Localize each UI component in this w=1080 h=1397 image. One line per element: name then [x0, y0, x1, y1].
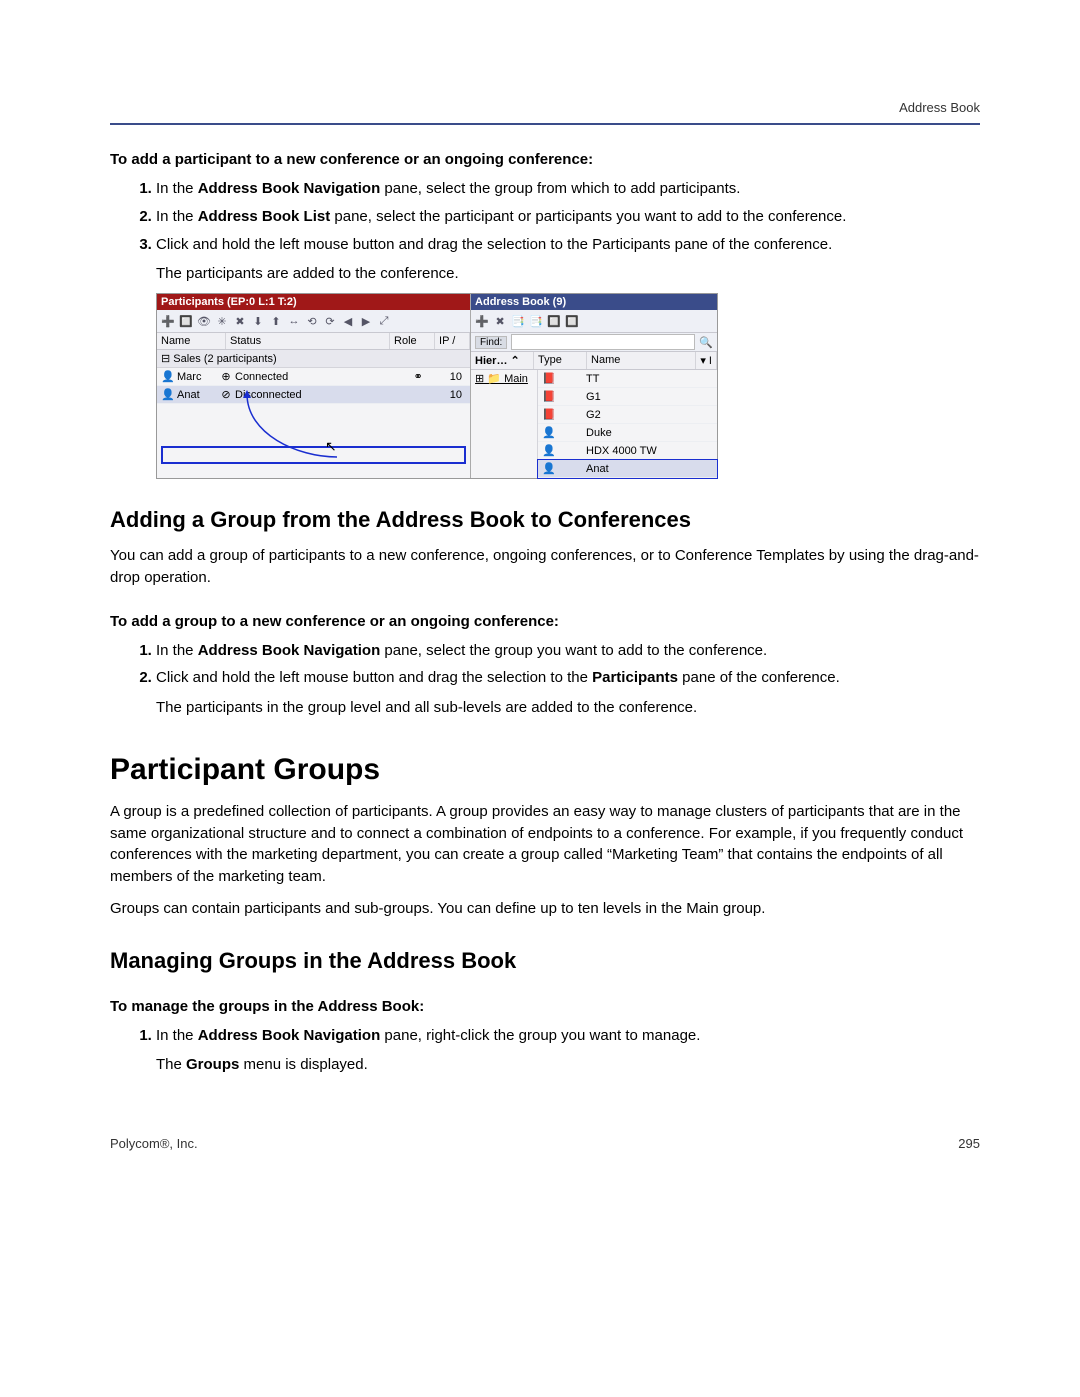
toolbar-icon[interactable]: ⟳ — [323, 314, 337, 328]
procedure-3-step-1: In the Address Book Navigation pane, rig… — [156, 1025, 980, 1047]
toolbar-icon[interactable]: ⟲ — [305, 314, 319, 328]
toolbar-icon[interactable]: ↔ — [287, 314, 301, 328]
procedure-1-result: The participants are added to the confer… — [156, 263, 980, 285]
procedure-2-result: The participants in the group level and … — [156, 697, 980, 719]
procedure-1-heading: To add a participant to a new conference… — [110, 151, 980, 168]
participants-pane: Participants (EP:0 L:1 T:2) ➕ 🔲 👁 ✳ ✖ ⬇ ⬆ ↔ ⟲ ⟳ ◀ ▶… — [157, 294, 470, 478]
toolbar-icon[interactable]: 👁 — [197, 314, 211, 328]
heading-adding-group: Adding a Group from the Address Book to … — [110, 507, 980, 533]
participants-column-headers: Name Status Role IP / — [157, 333, 470, 350]
heading-participant-groups: Participant Groups — [110, 753, 980, 787]
address-book-row[interactable]: 📕G2 — [538, 406, 717, 424]
toolbar-icon[interactable]: ➕ — [161, 314, 175, 328]
address-book-toolbar: ➕ ✖ 📑 📑 🔲 🔲 — [471, 310, 717, 333]
heading-managing-groups: Managing Groups in the Address Book — [110, 948, 980, 974]
address-book-row[interactable]: 👤Duke — [538, 424, 717, 442]
participants-toolbar: ➕ 🔲 👁 ✳ ✖ ⬇ ⬆ ↔ ⟲ ⟳ ◀ ▶ ⤢ — [157, 310, 470, 333]
address-book-row[interactable]: 👤Anat — [538, 460, 717, 478]
toolbar-icon[interactable]: ⬆ — [269, 314, 283, 328]
address-book-pane: Address Book (9) ➕ ✖ 📑 📑 🔲 🔲 Find: 🔍 Hier… ⌃ … — [470, 294, 717, 478]
screenshot-participants-addressbook: Participants (EP:0 L:1 T:2) ➕ 🔲 👁 ✳ ✖ ⬇ ⬆ ↔ ⟲ ⟳ ◀ ▶… — [156, 293, 718, 479]
toolbar-icon[interactable]: ◀ — [341, 314, 355, 328]
toolbar-icon[interactable]: ⤢ — [377, 314, 391, 328]
body-adding-group: You can add a group of participants to a… — [110, 545, 980, 589]
address-book-titlebar: Address Book (9) — [471, 294, 717, 310]
procedure-2-step-1: In the Address Book Navigation pane, sel… — [156, 640, 980, 662]
toolbar-icon[interactable]: 🔲 — [547, 314, 561, 328]
drop-target-highlight — [161, 446, 466, 464]
header-section-label: Address Book — [110, 100, 980, 115]
tree-node-main[interactable]: ⊞ 📁 Main — [475, 373, 528, 385]
procedure-3-result: The Groups menu is displayed. — [156, 1054, 980, 1076]
toolbar-icon[interactable]: 🔲 — [179, 314, 193, 328]
participant-row[interactable]: 👤Marc⊕Connected⚭10 — [157, 368, 470, 386]
toolbar-icon[interactable]: 🔲 — [565, 314, 579, 328]
body-participant-groups-2: Groups can contain participants and sub-… — [110, 898, 980, 920]
find-row: Find: 🔍 — [471, 333, 717, 352]
toolbar-icon[interactable]: 📑 — [529, 314, 543, 328]
find-label: Find: — [475, 336, 507, 349]
toolbar-icon[interactable]: ✖ — [233, 314, 247, 328]
procedure-1-step-2: In the Address Book List pane, select th… — [156, 206, 980, 228]
address-book-row[interactable]: 📕TT — [538, 370, 717, 388]
procedure-2-step-2: Click and hold the left mouse button and… — [156, 667, 980, 689]
toolbar-icon[interactable]: 📑 — [511, 314, 525, 328]
procedure-3-steps: In the Address Book Navigation pane, rig… — [110, 1025, 980, 1047]
procedure-1-steps: In the Address Book Navigation pane, sel… — [110, 178, 980, 255]
participants-group-row: ⊟ Sales (2 participants) — [157, 350, 470, 368]
footer-company: Polycom®, Inc. — [110, 1136, 198, 1151]
address-book-row[interactable]: 👤HDX 4000 TW — [538, 442, 717, 460]
body-participant-groups-1: A group is a predefined collection of pa… — [110, 801, 980, 888]
participant-row[interactable]: 👤Anat⊘Disconnected10 — [157, 386, 470, 404]
page-footer: Polycom®, Inc. 295 — [110, 1136, 980, 1151]
procedure-2-steps: In the Address Book Navigation pane, sel… — [110, 640, 980, 690]
toolbar-icon[interactable]: ▶ — [359, 314, 373, 328]
search-icon[interactable]: 🔍 — [699, 336, 713, 349]
address-book-list: 📕TT📕G1📕G2👤Duke👤HDX 4000 TW👤Anat — [538, 370, 717, 478]
toolbar-icon[interactable]: ✖ — [493, 314, 507, 328]
header-rule — [110, 123, 980, 125]
procedure-3-heading: To manage the groups in the Address Book… — [110, 998, 980, 1015]
address-book-row[interactable]: 📕G1 — [538, 388, 717, 406]
footer-page-number: 295 — [958, 1136, 980, 1151]
address-book-column-headers: Hier… ⌃ Type Name ▾ I — [471, 352, 717, 370]
procedure-2-heading: To add a group to a new conference or an… — [110, 613, 980, 630]
find-input[interactable] — [511, 334, 695, 350]
address-book-tree[interactable]: ⊞ 📁 Main — [471, 370, 538, 478]
toolbar-icon[interactable]: ✳ — [215, 314, 229, 328]
toolbar-icon[interactable]: ⬇ — [251, 314, 265, 328]
procedure-1-step-1: In the Address Book Navigation pane, sel… — [156, 178, 980, 200]
toolbar-icon[interactable]: ➕ — [475, 314, 489, 328]
procedure-1-step-3: Click and hold the left mouse button and… — [156, 234, 980, 256]
participants-titlebar: Participants (EP:0 L:1 T:2) — [157, 294, 470, 310]
